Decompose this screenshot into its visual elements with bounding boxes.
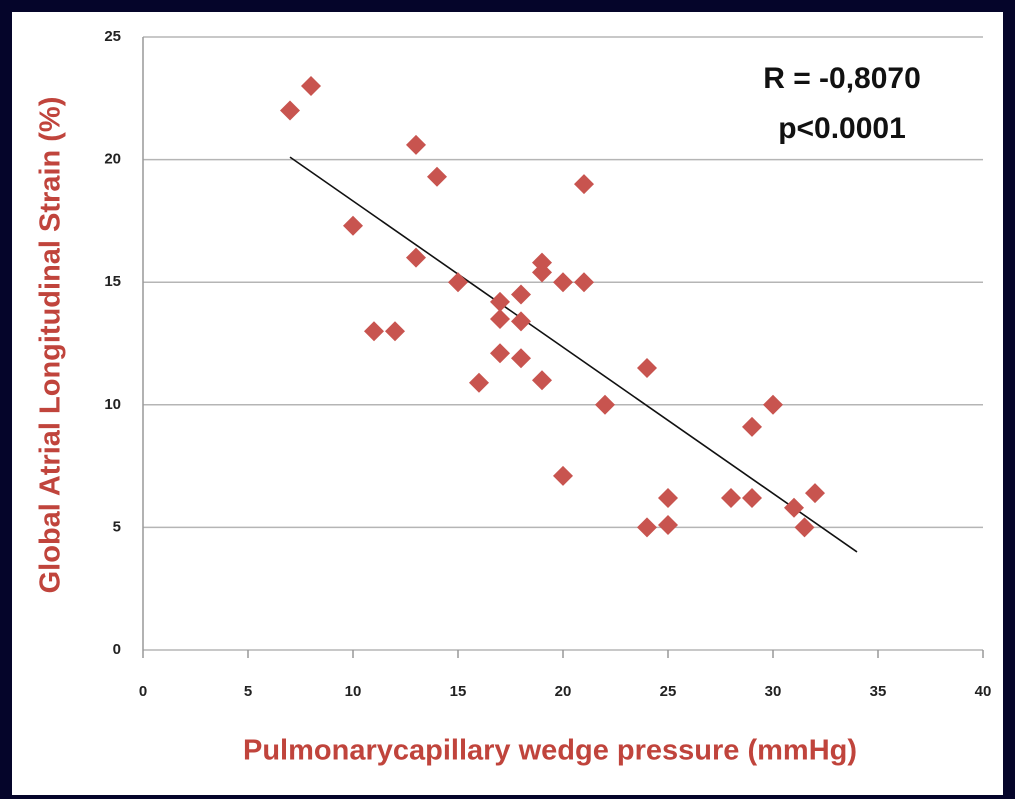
x-tick-label: 20 [555,683,572,700]
data-point [469,372,489,393]
data-point [406,134,426,155]
data-point [658,487,678,508]
data-point [637,358,657,379]
y-tick-label: 5 [113,518,121,535]
data-point [490,343,510,364]
data-point [721,487,741,508]
data-point [385,321,405,342]
y-axis-label: Global Atrial Longitudinal Strain (%) [35,97,67,594]
y-tick-label: 20 [104,151,121,168]
data-point [574,174,594,195]
data-point [658,514,678,535]
y-tick-label: 25 [104,28,121,45]
data-point [742,416,762,437]
y-tick-label: 15 [104,273,121,290]
trend-line [289,156,858,553]
data-point [364,321,384,342]
data-point [794,517,815,538]
data-point [511,348,531,369]
x-tick-label: 35 [870,683,887,700]
data-point [301,76,321,97]
data-point [532,262,552,283]
annotation: R = -0,8070 [763,62,921,95]
data-point [448,272,468,293]
data-point [553,272,573,293]
data-point [406,247,426,268]
chart-background [12,12,1003,795]
x-tick-label: 0 [139,683,147,700]
data-point [490,291,510,312]
data-point [553,465,573,486]
x-tick-label: 30 [765,683,782,700]
data-point [280,100,300,121]
x-tick-label: 10 [345,683,362,700]
data-point [595,394,615,415]
y-tick-label: 10 [104,396,121,413]
x-tick-label: 15 [450,683,467,700]
data-point [784,497,804,518]
data-point [574,272,594,293]
annotation: p<0.0001 [778,112,906,145]
y-tick-label: 0 [113,641,121,658]
data-point [427,166,447,187]
x-axis-label: Pulmonarycapillary wedge pressure (mmHg) [243,735,857,767]
data-point [511,284,531,305]
data-point [490,308,510,329]
x-tick-label: 5 [244,683,252,700]
data-point [637,517,657,538]
data-point [742,487,762,508]
data-point [532,370,552,391]
x-tick-label: 25 [660,683,677,700]
data-point [343,215,363,236]
x-tick-label: 40 [975,683,992,700]
data-point [511,311,531,332]
data-point [763,394,783,415]
data-point [805,483,825,504]
